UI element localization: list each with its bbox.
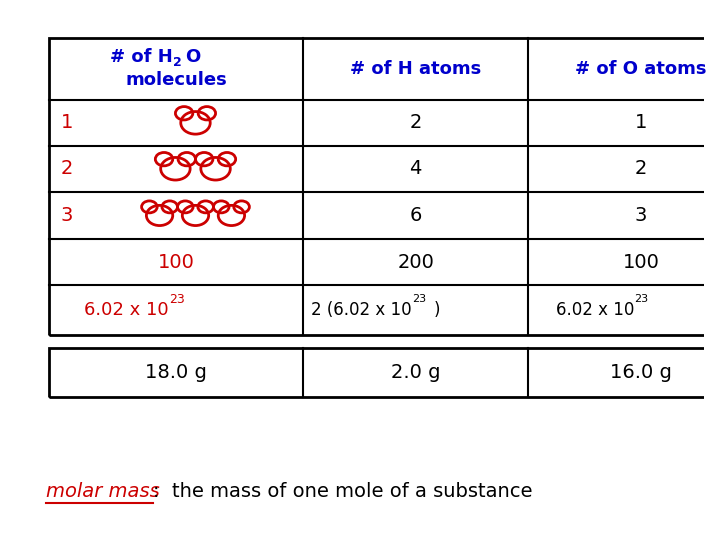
Text: 1: 1 [635, 113, 647, 132]
Text: molecules: molecules [125, 71, 227, 89]
Text: 1: 1 [60, 113, 73, 132]
Text: 100: 100 [623, 253, 660, 272]
Text: 4: 4 [410, 159, 422, 178]
Text: 2: 2 [635, 159, 647, 178]
Text: # of H atoms: # of H atoms [350, 60, 481, 78]
Bar [49, 38, 720, 335]
Text: 6.02 x 10: 6.02 x 10 [556, 301, 634, 319]
Text: 3: 3 [60, 206, 73, 225]
Text: 16.0 g: 16.0 g [610, 363, 672, 382]
Text: 2: 2 [60, 159, 73, 178]
Text: 6: 6 [410, 206, 422, 225]
Text: molar mass: molar mass [46, 482, 160, 501]
Text: 6.02 x 10: 6.02 x 10 [84, 301, 169, 319]
Text: 2: 2 [173, 56, 181, 69]
Bar [49, 348, 720, 397]
Text: # of O atoms: # of O atoms [575, 60, 707, 78]
Text: 2.0 g: 2.0 g [391, 363, 441, 382]
Text: 23: 23 [412, 294, 426, 304]
Text: O: O [185, 48, 201, 66]
Text: 200: 200 [397, 253, 434, 272]
Text: 2 (6.02 x 10: 2 (6.02 x 10 [312, 301, 412, 319]
Text: :  the mass of one mole of a substance: : the mass of one mole of a substance [153, 482, 532, 501]
Text: 23: 23 [634, 294, 648, 304]
Text: ): ) [433, 301, 440, 319]
Text: 3: 3 [635, 206, 647, 225]
Text: 23: 23 [169, 293, 185, 306]
Text: 2: 2 [410, 113, 422, 132]
Text: 100: 100 [158, 253, 194, 272]
Text: # of H: # of H [110, 48, 173, 66]
Text: 18.0 g: 18.0 g [145, 363, 207, 382]
